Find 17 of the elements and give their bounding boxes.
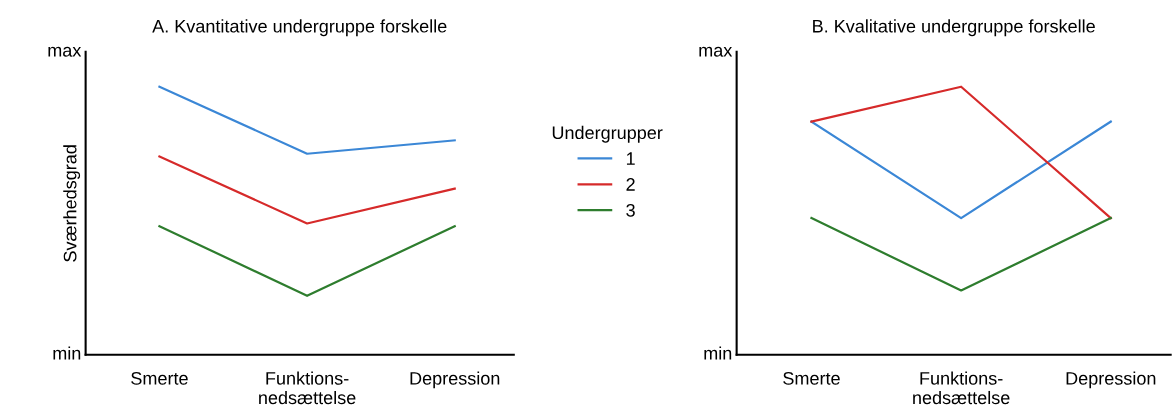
text: min [53,346,81,360]
x-tick-label: Smerte [783,371,840,385]
text: min [704,346,732,360]
x-tick-label: Depression [1066,371,1156,389]
chart-title: A. Kvantitative undergruppe forskelle [152,19,447,37]
chart-title: B. Kvalitative undergruppe forskelle [813,19,1095,37]
legend-title: Undergrupper [552,125,663,143]
x-tick-label: Funktions- nedsættelse [913,371,1010,405]
legend-label: 3 [626,203,635,217]
x-tick-label: Depression [410,371,500,389]
legend-label: 2 [626,178,635,191]
x-tick-label: Smerte [131,371,188,385]
y-axis-title: Sværhedsgrad [63,145,81,262]
legend-label: 1 [626,152,635,165]
x-tick-label: Funktions- nedsættelse [259,371,356,405]
text: max [48,46,82,57]
text: max [699,46,733,57]
